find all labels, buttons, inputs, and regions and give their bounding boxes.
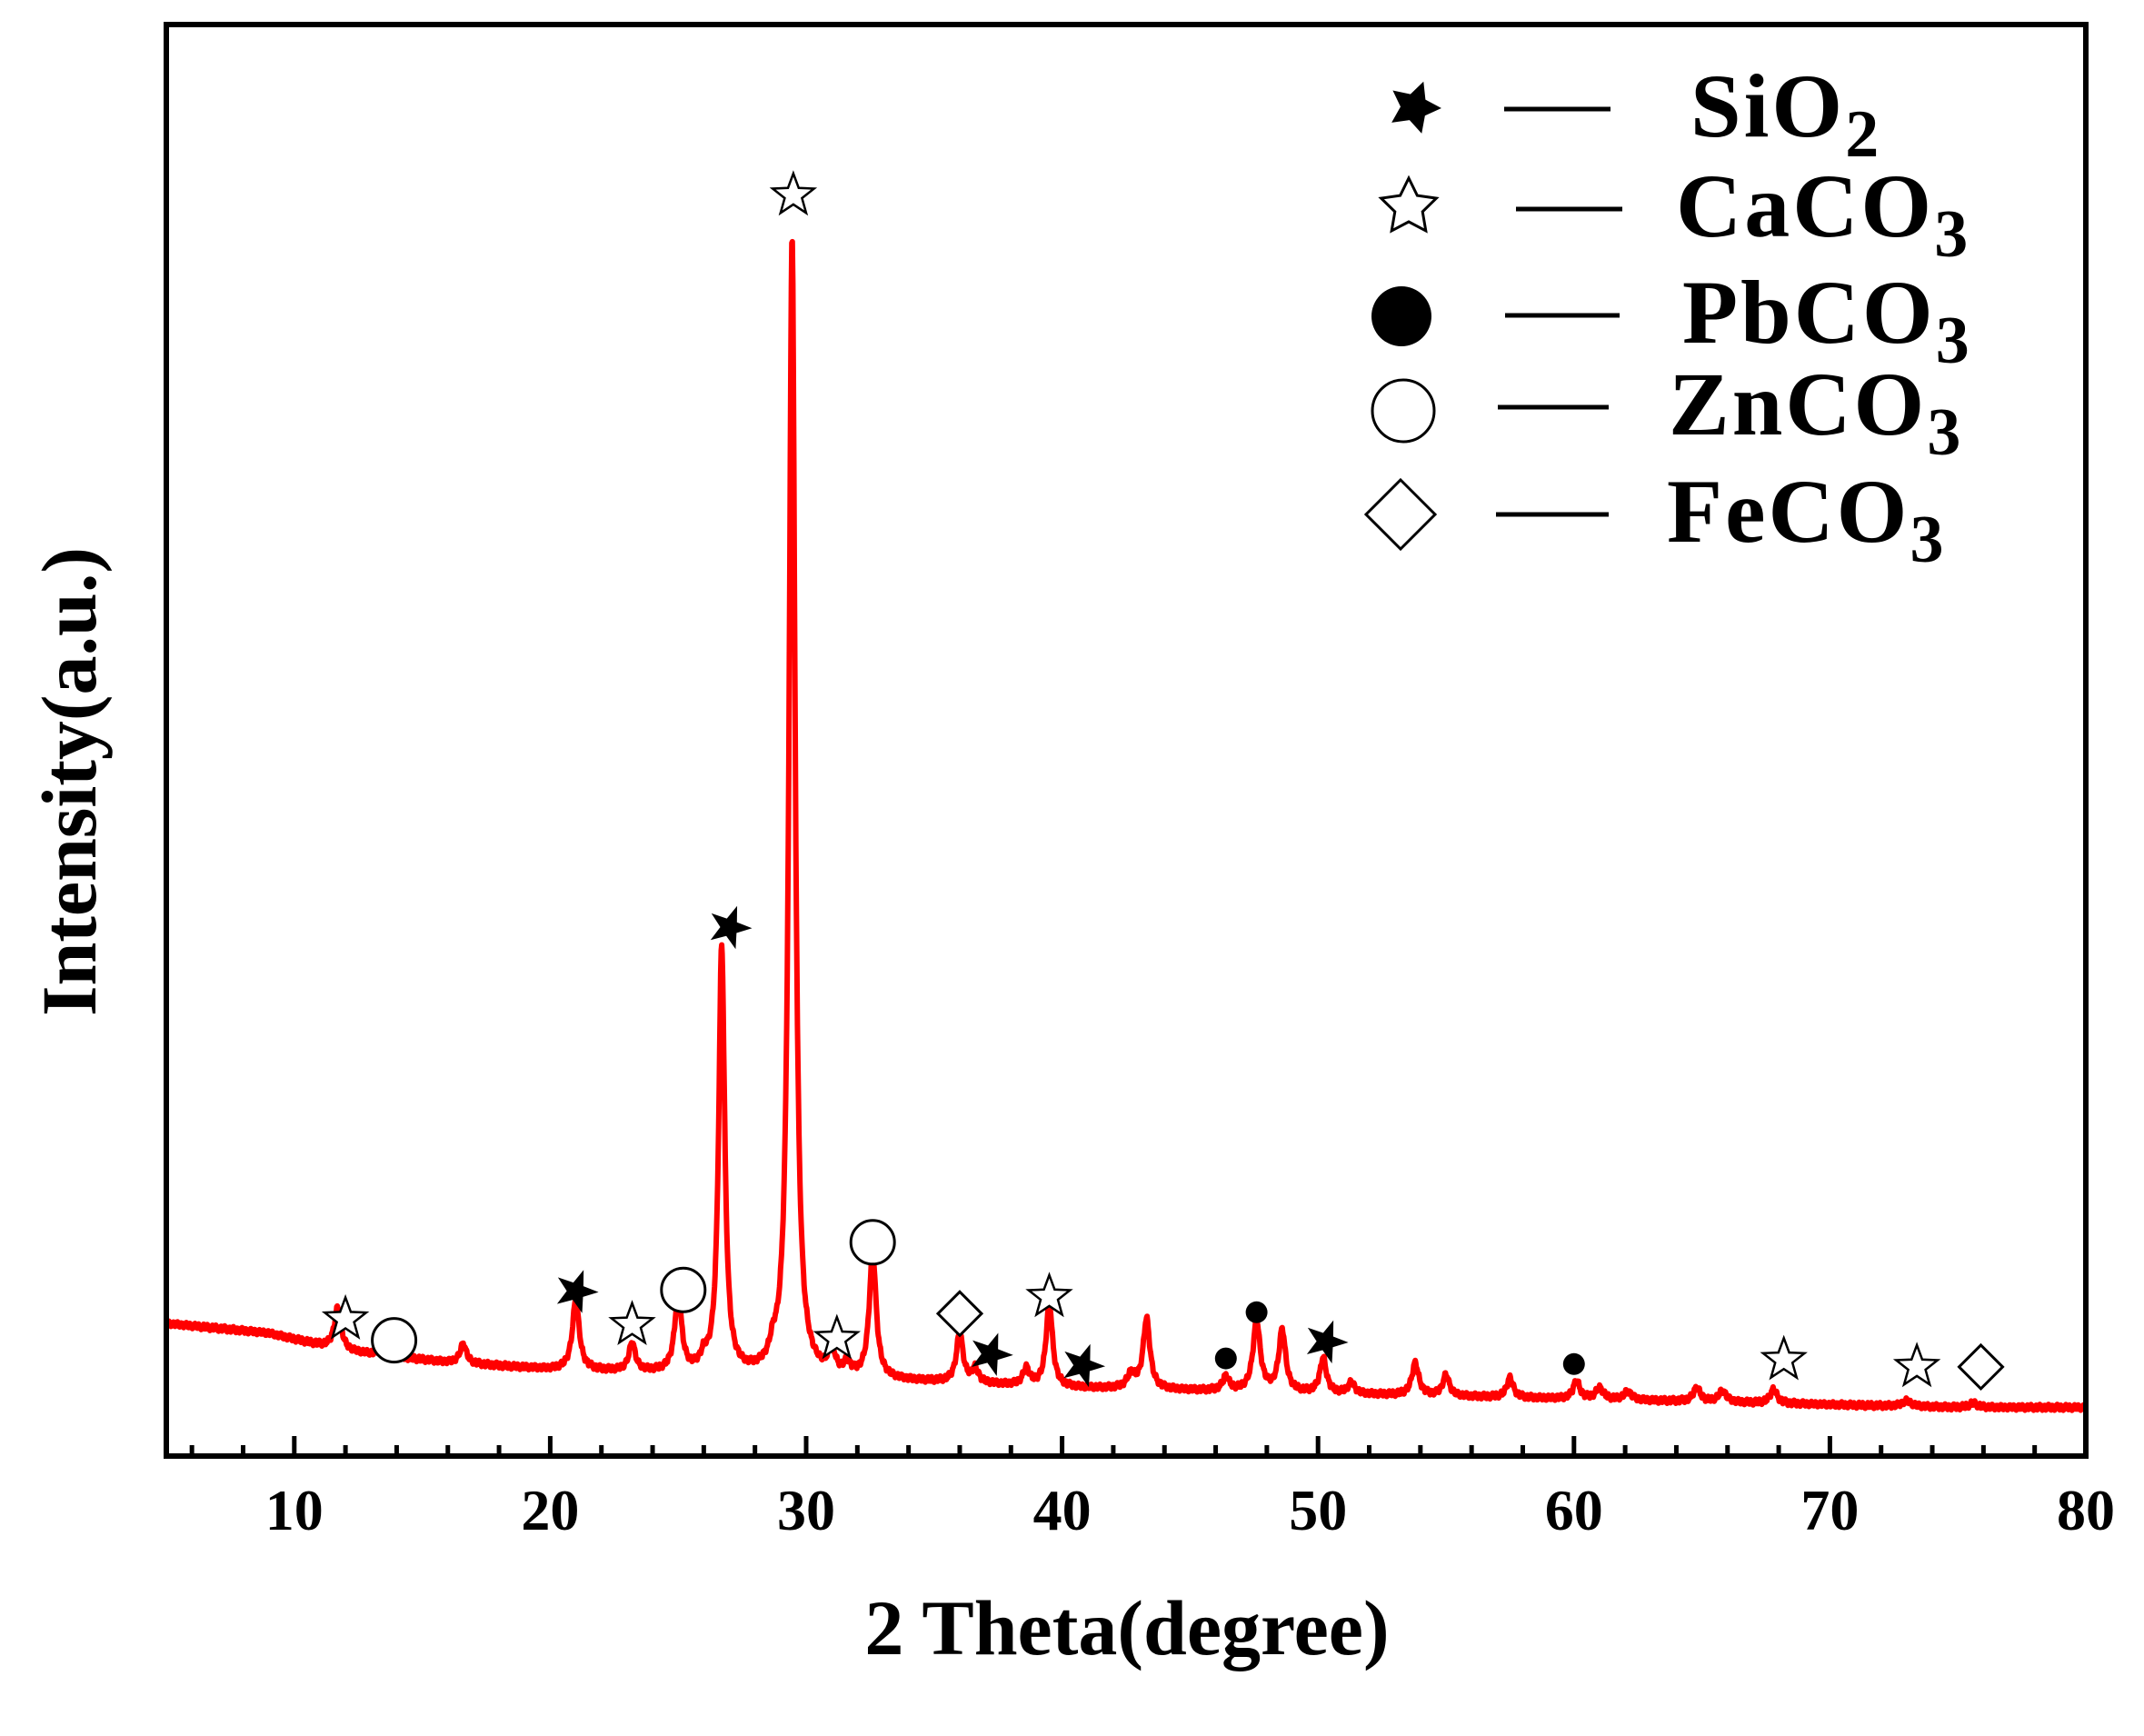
open-circle-marker [371, 1317, 418, 1364]
open-star-mark [608, 1300, 656, 1346]
filled-circle-marker [1214, 1347, 1237, 1370]
open-star-marker [1025, 1272, 1073, 1318]
filled-circle-icon [1371, 286, 1431, 346]
legend-item-caco3: CaCO3 [1378, 155, 1970, 272]
legend-formula: FeCO [1667, 461, 1910, 562]
open-star-marker [321, 1293, 370, 1340]
open-circle-marker [849, 1219, 896, 1266]
filled-circle-mark [1562, 1352, 1585, 1375]
open-star-mark [1025, 1272, 1073, 1318]
open-diamond-mark [1957, 1342, 2005, 1392]
filled-circle-mark [1214, 1347, 1237, 1370]
filled-star-marker [556, 1270, 599, 1313]
plot-area [164, 238, 2089, 1413]
open-star-mark [321, 1293, 370, 1340]
open-circle-marker [660, 1266, 707, 1313]
x-tick-label: 10 [265, 1478, 324, 1542]
legend-item-znco3: ZnCO3 [1371, 354, 1963, 470]
filled-star-mark [1306, 1320, 1349, 1364]
legend-label: FeCO3 [1667, 461, 1946, 577]
x-tick-label: 70 [1800, 1478, 1859, 1542]
open-circle-mark [660, 1266, 707, 1313]
open-star-mark [1892, 1342, 1941, 1388]
open-diamond-marker [1957, 1342, 2005, 1392]
legend-item-pbco3: PbCO3 [1371, 262, 1972, 378]
xrd-pattern-line [164, 238, 2089, 1413]
x-tick-label: 60 [1545, 1478, 1603, 1542]
open-diamond-marker [935, 1290, 984, 1338]
legend-subscript: 3 [1927, 395, 1963, 470]
open-star-marker [1760, 1334, 1808, 1381]
x-axis-title: 2 Theta(degree) [864, 1584, 1389, 1671]
filled-star-marker [1306, 1320, 1349, 1364]
open-circle-icon [1371, 378, 1436, 444]
legend-label: CaCO3 [1676, 155, 1970, 272]
legend-formula: SiO [1690, 55, 1845, 156]
filled-star-mark [1063, 1343, 1106, 1388]
x-tick-label: 20 [521, 1478, 579, 1542]
open-diamond-icon [1363, 477, 1438, 552]
filled-star-marker [710, 905, 753, 950]
legend-subscript: 2 [1845, 97, 1881, 172]
filled-star-icon [1391, 81, 1441, 134]
legend: SiO2 CaCO3 PbCO3 ZnCO3 FeCO3 [1363, 55, 1972, 577]
open-star-marker [1892, 1342, 1941, 1388]
filled-star-shape [1391, 81, 1441, 134]
filled-star-mark [556, 1270, 599, 1313]
x-axis: 10 20 30 40 50 60 70 80 [189, 1436, 2115, 1542]
filled-circle-marker [1245, 1301, 1268, 1323]
open-star-shape [1378, 175, 1440, 234]
open-star-mark [813, 1313, 862, 1360]
open-star-marker [813, 1313, 862, 1360]
x-tick-label: 40 [1033, 1478, 1092, 1542]
x-tick-label: 80 [2057, 1478, 2115, 1542]
legend-formula: PbCO [1682, 262, 1936, 363]
filled-circle-mark [1245, 1301, 1268, 1323]
open-star-mark [769, 170, 818, 216]
y-axis-title: Intensity(a.u.) [25, 547, 113, 1016]
open-circle-mark [371, 1317, 418, 1364]
legend-item-sio2: SiO2 [1391, 55, 1881, 172]
legend-subscript: 3 [1936, 304, 1972, 378]
open-star-marker [769, 170, 818, 216]
peak-markers [321, 170, 2005, 1392]
x-tick-label: 50 [1289, 1478, 1347, 1542]
legend-formula: ZnCO [1669, 354, 1927, 454]
x-tick-label: 30 [777, 1478, 835, 1542]
filled-star-mark [972, 1332, 1013, 1377]
filled-star-mark [710, 905, 753, 950]
legend-item-feco3: FeCO3 [1363, 461, 1946, 577]
filled-star-marker [972, 1332, 1013, 1377]
legend-label: PbCO3 [1682, 262, 1972, 378]
legend-subscript: 3 [1910, 503, 1946, 577]
legend-label: SiO2 [1690, 55, 1881, 172]
open-star-marker [608, 1300, 656, 1346]
legend-formula: CaCO [1676, 155, 1934, 256]
open-star-icon [1378, 175, 1440, 234]
legend-label: ZnCO3 [1669, 354, 1963, 470]
plot-frame [164, 22, 2089, 1459]
filled-circle-marker [1562, 1352, 1585, 1375]
legend-subscript: 3 [1934, 197, 1970, 272]
filled-star-marker [1063, 1343, 1106, 1388]
open-star-mark [1760, 1334, 1808, 1381]
open-circle-mark [849, 1219, 896, 1266]
open-diamond-mark [935, 1290, 984, 1338]
